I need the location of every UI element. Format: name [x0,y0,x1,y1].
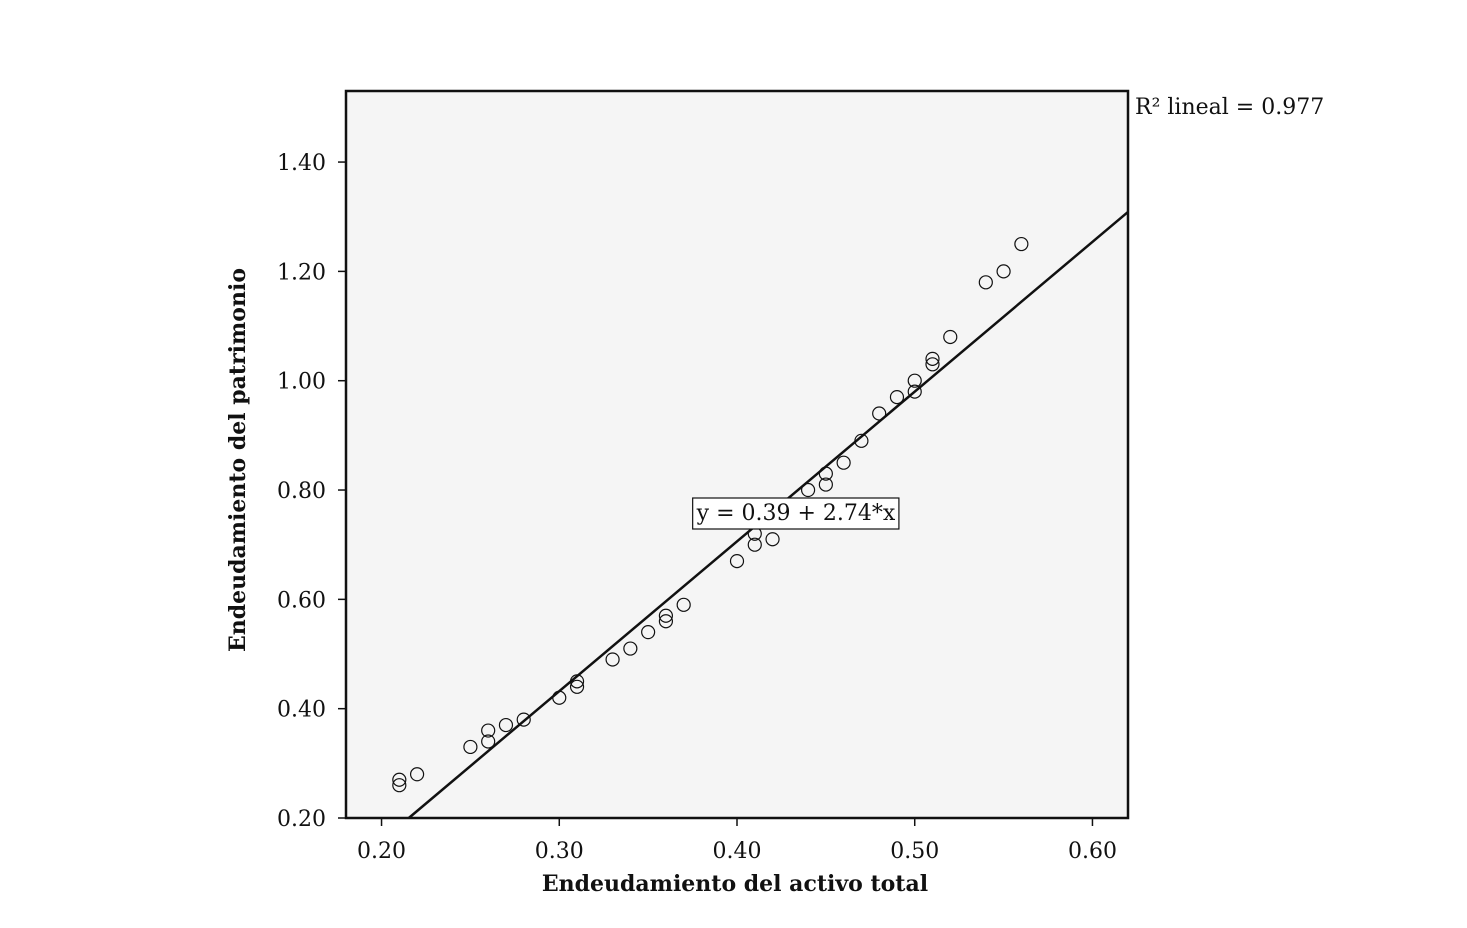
y-tick-label: 0.40 [277,698,326,723]
x-tick-label: 0.40 [713,839,762,864]
data-point [392,778,407,793]
data-point [481,734,496,749]
data-point [481,723,496,738]
fit-equation-label: y = 0.39 + 2.74*x [696,501,896,526]
data-point [925,357,940,372]
y-tick-label: 0.20 [277,807,326,832]
x-tick-label: 0.20 [357,839,406,864]
x-axis-title: Endeudamiento del activo total [542,871,928,897]
y-tick-label: 0.80 [277,479,326,504]
data-point [854,433,869,448]
data-point [818,477,833,492]
fit-equation-box [692,497,900,530]
x-tick-label: 0.50 [890,839,939,864]
data-point [569,674,585,689]
data-point [1014,236,1029,252]
plot-area [346,91,1128,818]
data-point [641,625,656,640]
data-point [765,532,780,547]
data-point [747,537,762,552]
data-point [872,406,887,421]
y-tick-label: 1.00 [277,370,326,395]
y-tick-label: 0.60 [277,588,326,613]
data-point [463,739,478,755]
data-point [658,608,674,623]
data-point [996,264,1011,279]
data-point [978,275,993,290]
data-point [729,553,745,569]
data-point [392,772,407,787]
data-point [800,482,816,498]
data-point [836,455,851,470]
data-point [658,614,674,629]
data-point [818,466,833,481]
data-point [925,351,940,366]
y-tick-label: 1.40 [277,151,326,176]
x-tick-label: 0.30 [535,839,584,864]
data-point [552,690,567,705]
data-point [907,384,922,399]
data-point [676,597,691,612]
data-point [907,373,922,388]
r2-label: R² lineal = 0.977 [1135,95,1324,120]
data-point [409,767,425,782]
data-point [943,329,958,345]
x-tick-label: 0.60 [1068,839,1117,864]
data-point [516,712,531,727]
data-point [498,717,514,733]
data-point [889,390,905,405]
data-point [623,641,638,656]
data-point [605,652,620,667]
data-point [569,679,585,694]
y-axis-title: Endeudamiento del patrimonio [225,268,251,652]
y-tick-label: 1.20 [277,260,326,285]
